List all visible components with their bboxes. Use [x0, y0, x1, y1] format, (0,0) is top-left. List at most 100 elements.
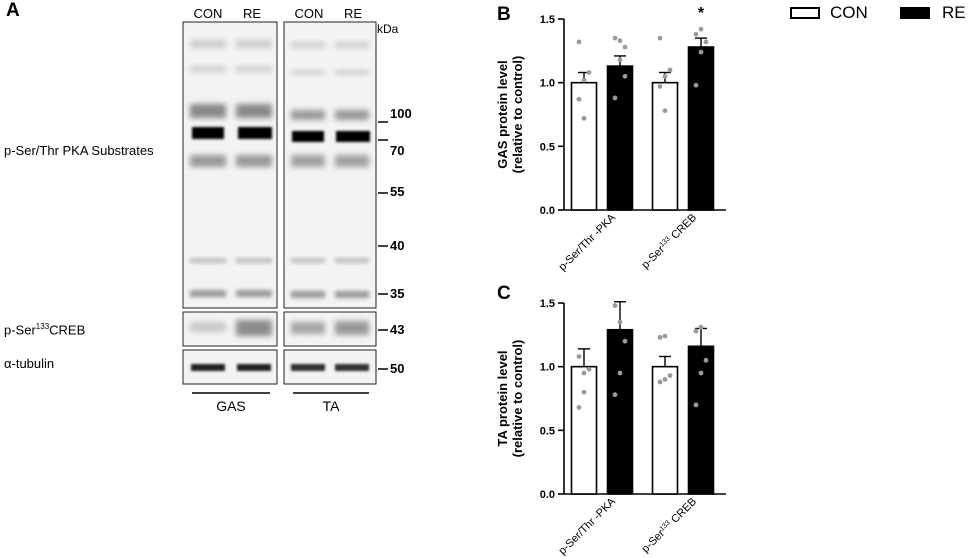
data-point	[657, 334, 663, 340]
data-point	[657, 84, 663, 89]
x-category-label-1: p-Ser133 CREB	[640, 496, 700, 556]
data-point	[693, 82, 699, 88]
data-point	[581, 370, 587, 376]
data-point	[576, 405, 582, 410]
marker-70: 70	[390, 143, 405, 158]
data-point	[662, 333, 668, 339]
data-point	[612, 303, 618, 308]
y-tick-label: 1.5	[540, 298, 555, 310]
data-point	[693, 328, 699, 334]
chart-c: TA protein level (relative to control) 0.0…	[495, 298, 726, 557]
data-point	[581, 77, 587, 83]
blot-ta-pka	[283, 21, 377, 309]
y-axis-label-line2: (relative to control)	[510, 56, 525, 174]
western-blot-image	[182, 21, 388, 394]
data-point	[662, 108, 668, 114]
data-point	[662, 377, 668, 382]
group-label-gas: GAS	[216, 398, 246, 414]
bar-con-1	[651, 81, 679, 211]
data-point	[617, 57, 623, 63]
data-point	[612, 35, 618, 41]
blot-tubulin	[182, 349, 377, 385]
blot-gas-pka	[182, 21, 278, 309]
data-point	[662, 73, 668, 79]
data-point	[667, 67, 673, 73]
panel-letter-b: B	[497, 4, 511, 25]
data-point	[576, 96, 582, 102]
marker-ticks	[378, 121, 388, 370]
data-point	[617, 38, 623, 44]
data-point	[698, 49, 704, 55]
legend: CON RE	[790, 2, 966, 26]
data-point	[612, 95, 618, 101]
marker-35: 35	[390, 286, 405, 301]
data-point	[581, 389, 587, 395]
legend-swatch-re	[900, 7, 930, 19]
legend-swatch-con	[790, 7, 820, 19]
chart-b: GAS protein level (relative to control) 0.…	[495, 5, 726, 273]
significance-marker: *	[698, 5, 705, 22]
kda-header: kDa	[377, 22, 399, 36]
category-text: p-Ser/Thr -PKA	[556, 211, 618, 273]
category-suffix: CREB	[667, 496, 699, 528]
data-point	[703, 39, 709, 45]
lane-label-ta-con: CON	[294, 6, 324, 21]
data-point	[581, 115, 587, 121]
data-point	[576, 354, 582, 359]
data-point	[657, 35, 663, 41]
data-point	[693, 402, 699, 408]
data-point	[576, 39, 582, 45]
data-point	[698, 324, 704, 330]
panel-letter-a: A	[6, 0, 20, 21]
marker-55: 55	[390, 184, 405, 199]
data-point	[612, 392, 618, 398]
bar-re-1	[687, 46, 715, 211]
category-suffix: CREB	[667, 212, 699, 244]
legend-label-re: RE	[942, 3, 966, 22]
data-point	[667, 373, 673, 378]
marker-50: 50	[390, 361, 405, 376]
marker-100: 100	[390, 106, 412, 121]
bar-con-0	[570, 365, 598, 495]
y-axis-label-line1: GAS protein level	[495, 60, 510, 168]
lane-label-gas-con: CON	[193, 6, 223, 21]
blot-creb	[182, 311, 377, 347]
bar-re-0	[606, 328, 634, 495]
x-category-label-1: p-Ser133 CREB	[640, 212, 700, 272]
marker-43: 43	[390, 322, 405, 337]
y-tick-label: 1.0	[540, 362, 555, 374]
category-text: p-Ser/Thr -PKA	[556, 495, 618, 557]
row-label-creb: p-Ser133CREB	[4, 322, 85, 337]
lane-label-gas-re: RE	[242, 6, 262, 21]
data-point	[698, 370, 704, 376]
panel-letter-c: C	[497, 283, 511, 304]
row-label-creb-suffix: CREB	[49, 322, 86, 338]
row-label-creb-sup: 133	[35, 322, 50, 331]
x-category-label-0: p-Ser/Thr -PKA	[556, 211, 618, 273]
y-axis-label-line2: (relative to control)	[510, 340, 525, 458]
bar-con-0	[570, 81, 598, 211]
y-tick-label: 1.0	[540, 78, 555, 90]
data-point	[622, 73, 628, 79]
legend-label-con: CON	[830, 3, 868, 22]
data-point	[693, 31, 699, 37]
row-label-pka-substrates: p-Ser/Thr PKA Substrates	[4, 143, 154, 158]
group-label-ta: TA	[322, 398, 340, 414]
data-point	[698, 26, 704, 32]
marker-40: 40	[390, 238, 405, 253]
lane-label-ta-re: RE	[343, 6, 363, 21]
data-point	[703, 357, 709, 363]
y-tick-label: 0.5	[540, 425, 555, 437]
bar-re-0	[606, 65, 634, 211]
data-point	[617, 319, 623, 325]
bar-re-1	[687, 345, 715, 495]
data-point	[586, 70, 592, 75]
row-label-creb-prefix: p-Ser	[4, 322, 36, 338]
y-tick-label: 0.5	[540, 141, 555, 153]
data-point	[622, 44, 628, 50]
x-category-label-0: p-Ser/Thr -PKA	[556, 495, 618, 557]
data-point	[622, 338, 628, 344]
data-point	[617, 370, 623, 376]
y-tick-label: 1.5	[540, 14, 555, 26]
data-point	[657, 379, 663, 385]
